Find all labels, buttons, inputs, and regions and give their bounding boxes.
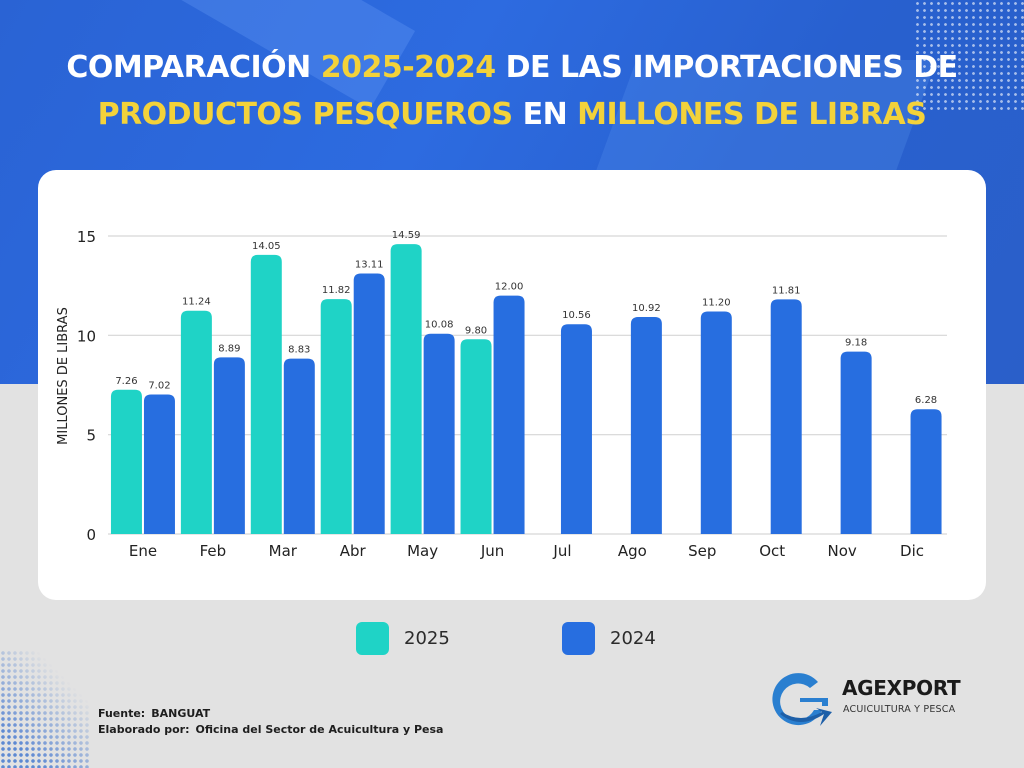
bars [110, 244, 942, 535]
data-label: 14.59 [392, 230, 421, 241]
bar-2024-Oct [770, 299, 802, 534]
legend-item-2024: 2024 [562, 622, 656, 655]
x-tick-label: Abr [340, 542, 367, 560]
source-value: BANGUAT [151, 707, 211, 720]
bar-2025-Mar [250, 254, 282, 534]
x-tick-label: Feb [200, 542, 227, 560]
legend-label: 2024 [610, 628, 656, 649]
title-segment: DE LAS IMPORTACIONES DE [495, 50, 959, 85]
data-label: 11.24 [182, 297, 211, 308]
legend-swatch-2025 [356, 622, 389, 655]
bar-2025-Feb [180, 310, 212, 534]
bar-2024-Ago [630, 317, 662, 534]
title-line-1: COMPARACIÓN 2025-2024 DE LAS IMPORTACION… [0, 44, 1024, 91]
x-tick-label: Ene [129, 542, 157, 560]
bar-2025-Jun [460, 339, 492, 534]
x-tick-label: Dic [900, 542, 924, 560]
data-label: 8.89 [218, 343, 240, 354]
bar-2024-Mar [283, 358, 315, 534]
logo-name: AGEXPORT [842, 676, 961, 700]
y-axis-label: MILLONES DE LIBRAS [56, 307, 71, 445]
bar-2024-Ene [143, 394, 175, 534]
bar-2024-Feb [213, 357, 245, 534]
y-axis-ticks: 0 5 10 15 [77, 228, 96, 544]
y-tick-label: 5 [86, 427, 96, 445]
chart-title: COMPARACIÓN 2025-2024 DE LAS IMPORTACION… [0, 44, 1024, 138]
title-line-2: PRODUCTOS PESQUEROS EN MILLONES DE LIBRA… [0, 91, 1024, 138]
bar-2024-Dic [910, 409, 942, 534]
data-label: 7.02 [148, 381, 170, 392]
logo-subtitle: ACUICULTURA Y PESCA [843, 704, 956, 715]
agexport-g-arrow-icon [772, 673, 832, 726]
source-label: Fuente: [98, 707, 146, 720]
gridlines [108, 235, 947, 535]
data-label: 11.81 [772, 285, 801, 296]
bar-2024-May [423, 333, 455, 534]
x-tick-label: Ago [618, 542, 647, 560]
legend-label: 2025 [404, 628, 450, 649]
dot-pattern-decoration [914, 0, 1024, 110]
y-tick-label: 0 [86, 526, 96, 544]
footer-credits: Fuente: BANGUAT Elaborado por: Oficina del… [98, 706, 443, 738]
y-tick-label: 10 [77, 327, 96, 345]
x-tick-label: Jun [480, 542, 504, 560]
agexport-logo: AGEXPORT ACUICULTURA Y PESCA [770, 668, 970, 730]
title-highlight: 2025-2024 [320, 50, 496, 85]
data-label: 9.80 [465, 325, 487, 336]
legend-swatch-2024 [562, 622, 595, 655]
author-label: Elaborado por: [98, 723, 190, 736]
data-label: 13.11 [355, 260, 384, 271]
data-label: 10.08 [425, 320, 454, 331]
data-label: 9.18 [845, 338, 867, 349]
data-label: 8.83 [288, 345, 310, 356]
bar-2024-Sep [700, 311, 732, 534]
data-label: 14.05 [252, 241, 281, 252]
dot-pattern-decoration [0, 650, 90, 768]
title-highlight: MILLONES DE LIBRAS [577, 97, 927, 132]
x-axis-ticks: Ene Feb Mar Abr May Jun Jul Ago Sep Oct Nov Dic [129, 542, 924, 560]
data-label: 6.28 [915, 395, 937, 406]
data-label: 11.82 [322, 285, 351, 296]
data-labels: 7.26 7.02 11.24 8.89 14.05 8.83 11.82 13.11 14.5… [115, 230, 937, 406]
source-line: Fuente: BANGUAT [98, 706, 443, 722]
x-tick-label: Mar [269, 542, 298, 560]
x-tick-label: May [407, 542, 438, 560]
bar-2024-Nov [840, 351, 872, 534]
bar-2025-Ene [110, 389, 142, 534]
y-tick-label: 15 [77, 228, 96, 246]
title-highlight: PRODUCTOS PESQUEROS [97, 97, 514, 132]
data-label: 7.26 [115, 376, 137, 387]
x-tick-label: Sep [688, 542, 716, 560]
data-label: 10.92 [632, 303, 661, 314]
data-label: 10.56 [562, 310, 591, 321]
data-label: 11.20 [702, 297, 731, 308]
bar-2024-Abr [353, 273, 385, 534]
legend-item-2025: 2025 [356, 622, 450, 655]
x-tick-label: Jul [552, 542, 571, 560]
bar-2025-Abr [320, 299, 352, 534]
title-segment: COMPARACIÓN [66, 50, 321, 85]
x-tick-label: Oct [759, 542, 785, 560]
author-line: Elaborado por: Oficina del Sector de Acui… [98, 722, 443, 738]
legend: 2025 2024 [0, 622, 1024, 658]
data-label: 12.00 [495, 282, 524, 293]
author-value: Oficina del Sector de Acuicultura y Pesa [195, 723, 444, 736]
bar-2024-Jul [560, 324, 592, 534]
bar-2024-Jun [493, 295, 525, 534]
x-tick-label: Nov [827, 542, 856, 560]
bar-2025-May [390, 244, 422, 535]
title-segment: EN [512, 97, 578, 132]
